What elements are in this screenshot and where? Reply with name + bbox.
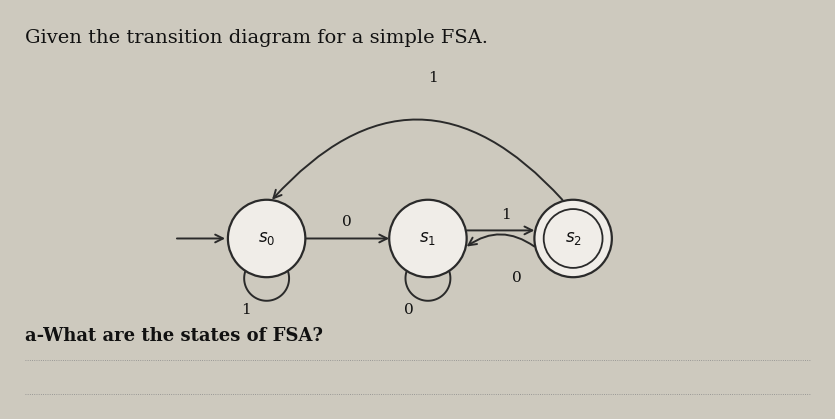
Text: 1: 1 — [428, 71, 438, 85]
Text: $s_2$: $s_2$ — [564, 230, 581, 247]
Text: 0: 0 — [512, 271, 522, 285]
Text: 0: 0 — [342, 215, 352, 229]
Text: 0: 0 — [404, 303, 414, 318]
Text: $s_0$: $s_0$ — [258, 230, 276, 247]
Text: 1: 1 — [501, 208, 511, 222]
Circle shape — [228, 200, 306, 277]
Text: 1: 1 — [241, 303, 251, 318]
Text: Given the transition diagram for a simple FSA.: Given the transition diagram for a simpl… — [25, 29, 488, 47]
Text: $s_1$: $s_1$ — [419, 230, 437, 247]
Text: a-What are the states of FSA?: a-What are the states of FSA? — [25, 327, 323, 345]
Circle shape — [534, 200, 612, 277]
Circle shape — [389, 200, 467, 277]
